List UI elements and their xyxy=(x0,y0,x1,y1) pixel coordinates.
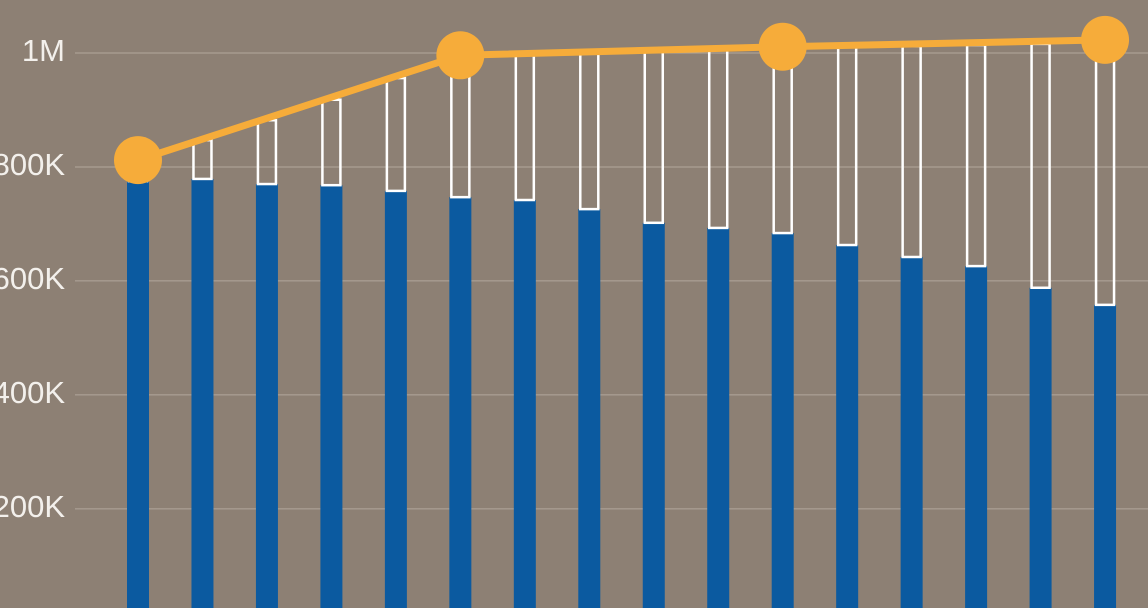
bar xyxy=(513,200,536,608)
y-tick-label: 200K xyxy=(0,489,65,524)
bar xyxy=(965,266,988,608)
bar xyxy=(384,190,407,608)
bar xyxy=(836,245,859,608)
line xyxy=(136,36,1106,164)
bar xyxy=(127,181,149,608)
bar xyxy=(771,233,794,608)
line-marker xyxy=(114,136,162,185)
y-tick-label: 600K xyxy=(0,261,65,296)
y-tick-label: 400K xyxy=(0,375,65,410)
bar xyxy=(255,184,278,608)
bar xyxy=(900,256,923,608)
y-tick-label: 1M xyxy=(22,33,65,68)
bar xyxy=(191,178,214,608)
bar xyxy=(1029,287,1052,608)
bar xyxy=(707,227,730,608)
bar xyxy=(578,209,601,608)
bar xyxy=(320,185,343,608)
line-marker xyxy=(758,22,807,71)
bar xyxy=(449,197,472,608)
line-marker xyxy=(436,31,485,80)
y-tick-label: 800K xyxy=(0,147,65,182)
bar xyxy=(1094,304,1117,608)
bar xyxy=(642,222,665,608)
line-marker xyxy=(1081,15,1130,64)
